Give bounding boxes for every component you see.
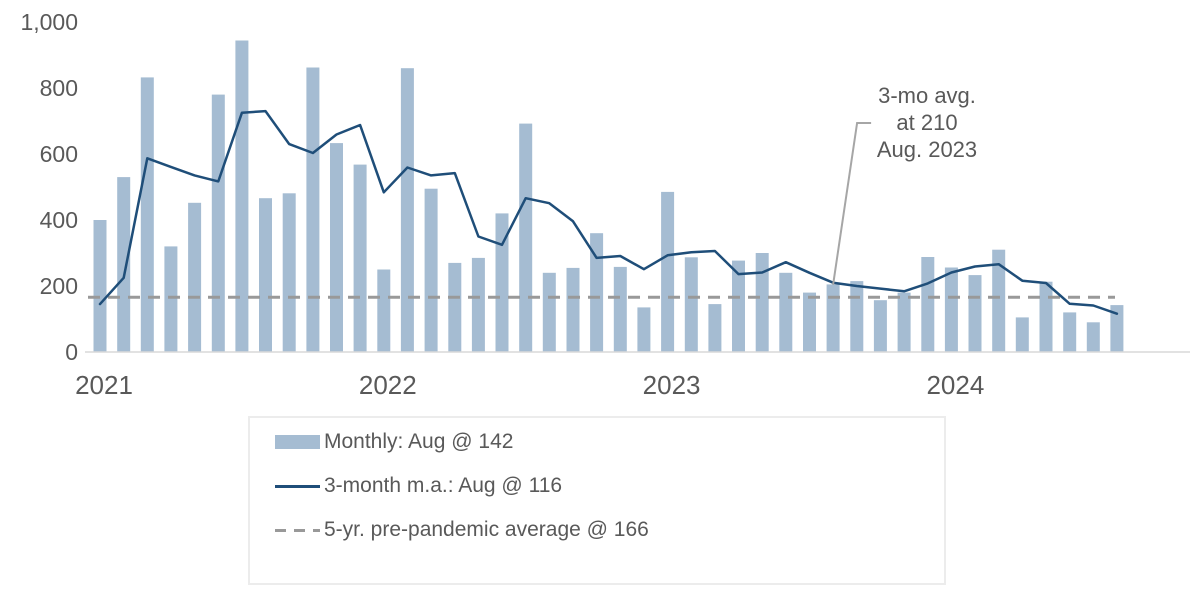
bar xyxy=(1086,322,1100,352)
bar xyxy=(377,269,391,352)
bar xyxy=(613,266,627,352)
prepandemic-average-dash-swatch xyxy=(275,528,320,532)
ma-annotation-line-3: Aug. 2023 xyxy=(876,137,978,162)
moving-average-line xyxy=(98,109,1119,315)
bar xyxy=(803,292,816,352)
bar xyxy=(1015,317,1029,352)
bar xyxy=(850,281,864,352)
bar xyxy=(1039,281,1053,352)
bar xyxy=(708,304,722,352)
bar xyxy=(140,77,154,353)
bar xyxy=(306,67,320,352)
bar xyxy=(330,143,343,352)
bar xyxy=(755,253,769,352)
y-axis-tick-label: 1,000 xyxy=(20,9,78,35)
x-axis-year-label: 2022 xyxy=(359,370,417,400)
ma-annotation: 3-mo avg. at 210 Aug. 2023 xyxy=(858,82,996,163)
bar xyxy=(471,257,485,352)
bar xyxy=(944,267,958,352)
bar xyxy=(424,188,438,352)
bar xyxy=(495,213,509,352)
bar xyxy=(1110,305,1124,352)
legend-label-moving-average: 3-month m.a.: Aug @ 116 xyxy=(324,474,563,497)
bar xyxy=(590,233,604,352)
bar xyxy=(779,272,793,352)
bar xyxy=(235,40,249,352)
bar xyxy=(353,164,367,352)
ma-annotation-line-2: at 210 xyxy=(896,110,958,135)
bar xyxy=(188,202,202,352)
bar xyxy=(400,68,414,352)
x-axis-year-label: 2024 xyxy=(926,370,984,400)
bar xyxy=(566,267,580,352)
moving-average-line-swatch xyxy=(275,484,320,488)
y-axis-tick-label: 200 xyxy=(40,273,78,299)
bar xyxy=(117,177,131,352)
legend-item-moving-average: 3-month m.a.: Aug @ 116 xyxy=(275,464,944,508)
ma-annotation-line-1: 3-mo avg. xyxy=(878,83,976,108)
annotation-leader-line xyxy=(832,122,872,285)
legend: Monthly: Aug @ 142 3-month m.a.: Aug @ 1… xyxy=(248,416,946,585)
bar xyxy=(164,246,178,352)
bar xyxy=(448,262,462,352)
bar xyxy=(732,260,745,352)
bar xyxy=(282,193,296,352)
bar xyxy=(1063,312,1077,352)
bar xyxy=(826,284,840,352)
legend-label-monthly: Monthly: Aug @ 142 xyxy=(324,430,514,453)
legend-item-prepandemic-average: 5-yr. pre-pandemic average @ 166 xyxy=(275,508,944,552)
monthly-bar-swatch xyxy=(275,435,320,449)
bar xyxy=(259,198,272,352)
y-axis-tick-label: 800 xyxy=(40,75,78,101)
legend-item-monthly: Monthly: Aug @ 142 xyxy=(275,420,944,464)
bar xyxy=(637,307,651,352)
x-axis-year-label: 2021 xyxy=(75,370,133,400)
bar xyxy=(992,249,1006,352)
bar xyxy=(542,272,556,352)
bar xyxy=(93,220,107,352)
y-axis-tick-label: 600 xyxy=(40,141,78,167)
bar xyxy=(897,292,911,352)
bar xyxy=(968,275,982,352)
legend-label-prepandemic-average: 5-yr. pre-pandemic average @ 166 xyxy=(324,518,649,541)
bar xyxy=(684,257,698,352)
bar xyxy=(211,94,225,352)
bar xyxy=(519,123,533,352)
y-axis-tick-label: 400 xyxy=(40,207,78,233)
bar xyxy=(661,191,675,352)
x-axis-year-label: 2023 xyxy=(643,370,701,400)
bar xyxy=(921,257,935,352)
y-axis-tick-label: 0 xyxy=(65,339,78,365)
bar xyxy=(873,300,887,352)
